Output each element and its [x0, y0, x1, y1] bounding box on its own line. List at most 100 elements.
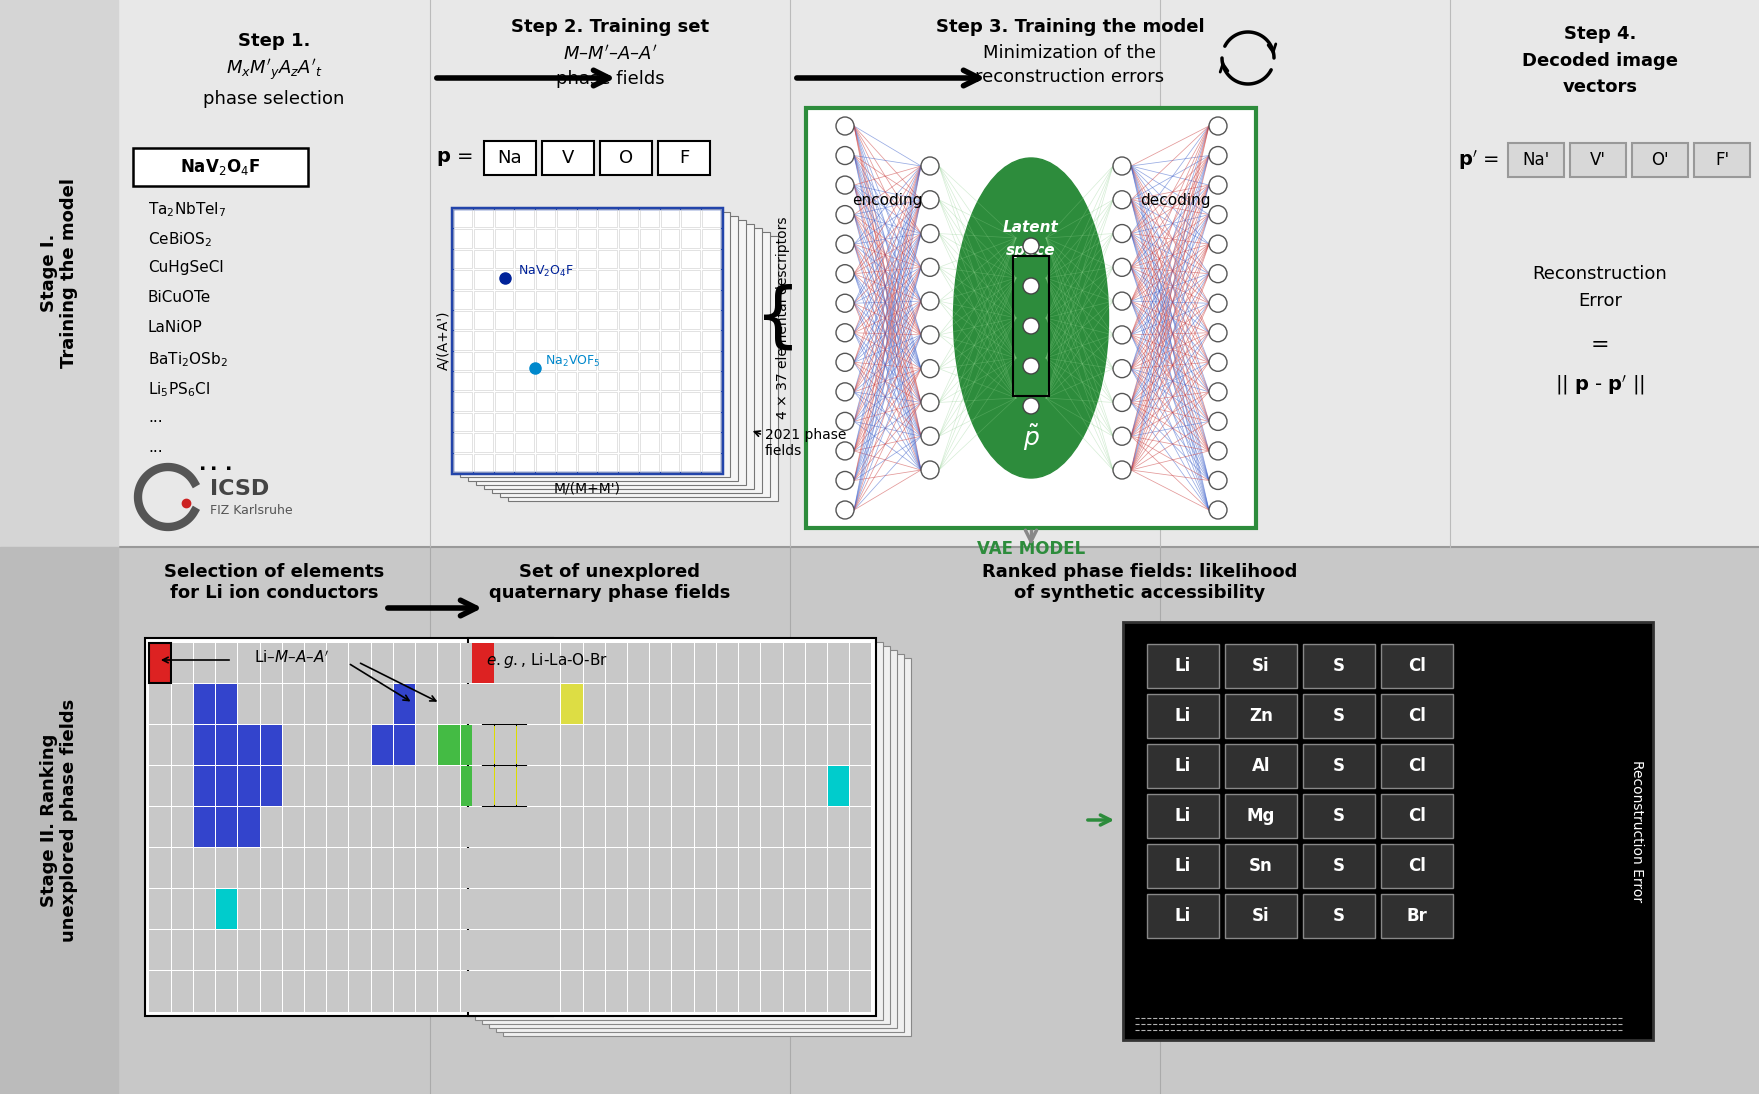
Text: Ranked phase fields: likelihood
of synthetic accessibility: Ranked phase fields: likelihood of synth…	[982, 563, 1298, 602]
Bar	[558, 351, 575, 370]
Bar	[783, 889, 806, 929]
Text: F: F	[679, 149, 690, 167]
Bar	[651, 807, 672, 847]
Bar	[475, 642, 883, 1020]
Bar	[454, 311, 471, 329]
Bar	[371, 684, 392, 724]
Bar	[461, 766, 482, 806]
Bar	[494, 270, 514, 289]
Bar	[350, 766, 371, 806]
Bar	[540, 930, 561, 970]
Bar	[517, 848, 538, 888]
Bar	[540, 971, 561, 1012]
Bar	[517, 807, 538, 847]
Bar	[600, 141, 653, 175]
Bar	[640, 291, 658, 309]
Text: S: S	[1333, 707, 1346, 725]
Bar	[394, 684, 415, 724]
Bar	[718, 684, 739, 724]
Bar	[640, 433, 658, 452]
Bar	[1381, 644, 1453, 688]
Bar	[536, 454, 554, 472]
Bar	[438, 807, 459, 847]
Bar	[1632, 143, 1689, 177]
Bar	[494, 351, 514, 370]
Bar	[461, 848, 482, 888]
Bar	[239, 971, 260, 1012]
Bar	[628, 642, 649, 683]
Bar	[762, 848, 783, 888]
Bar	[1224, 843, 1296, 888]
Bar	[640, 311, 658, 329]
Bar	[260, 766, 281, 806]
Bar	[536, 230, 554, 247]
Text: reconstruction errors: reconstruction errors	[976, 68, 1164, 86]
Bar	[619, 270, 639, 289]
Bar	[417, 848, 438, 888]
Circle shape	[1024, 278, 1040, 294]
Bar	[304, 766, 325, 806]
Bar	[739, 807, 760, 847]
Bar	[536, 412, 554, 431]
Bar	[438, 971, 459, 1012]
Bar	[515, 372, 535, 391]
Bar	[628, 766, 649, 806]
Bar	[718, 724, 739, 765]
Bar	[417, 684, 438, 724]
Bar	[371, 642, 392, 683]
Bar	[584, 807, 605, 847]
Bar	[304, 930, 325, 970]
Bar	[695, 766, 716, 806]
Bar	[640, 393, 658, 411]
Bar	[540, 724, 561, 765]
Text: NaV$_2$O$_4$F: NaV$_2$O$_4$F	[179, 158, 260, 177]
Bar	[394, 971, 415, 1012]
Bar	[515, 331, 535, 350]
Bar	[193, 724, 215, 765]
Bar	[661, 230, 679, 247]
Bar	[193, 684, 215, 724]
Bar	[350, 971, 371, 1012]
Bar	[702, 209, 721, 228]
Bar	[327, 971, 348, 1012]
Bar	[461, 807, 482, 847]
Bar	[454, 454, 471, 472]
Bar	[739, 642, 760, 683]
Bar	[283, 766, 304, 806]
Text: Zn: Zn	[1249, 707, 1274, 725]
Bar	[528, 724, 549, 765]
Circle shape	[922, 428, 939, 445]
Bar	[536, 393, 554, 411]
Bar	[1507, 143, 1564, 177]
Bar	[681, 249, 700, 268]
Bar	[461, 724, 482, 765]
Bar	[1224, 694, 1296, 738]
Bar	[494, 724, 515, 765]
Text: Li: Li	[1175, 807, 1191, 825]
Bar	[558, 270, 575, 289]
Bar	[1381, 843, 1453, 888]
Bar	[216, 684, 237, 724]
Bar	[517, 971, 538, 1012]
Bar	[239, 766, 260, 806]
Bar	[350, 807, 371, 847]
Text: CeBiOS$_2$: CeBiOS$_2$	[148, 230, 213, 248]
Bar	[850, 848, 871, 888]
Bar	[577, 393, 596, 411]
Bar	[473, 684, 494, 724]
Text: $\tilde{p}$: $\tilde{p}$	[1022, 423, 1040, 453]
Bar	[482, 645, 890, 1024]
Bar	[718, 642, 739, 683]
Bar	[561, 971, 582, 1012]
Bar	[494, 230, 514, 247]
Bar	[695, 971, 716, 1012]
Text: F': F'	[1715, 151, 1729, 168]
Bar	[216, 848, 237, 888]
Bar	[1224, 894, 1296, 938]
Bar	[619, 230, 639, 247]
Circle shape	[836, 147, 855, 164]
Bar	[628, 684, 649, 724]
Bar	[350, 889, 371, 929]
Bar	[661, 311, 679, 329]
Bar	[739, 848, 760, 888]
